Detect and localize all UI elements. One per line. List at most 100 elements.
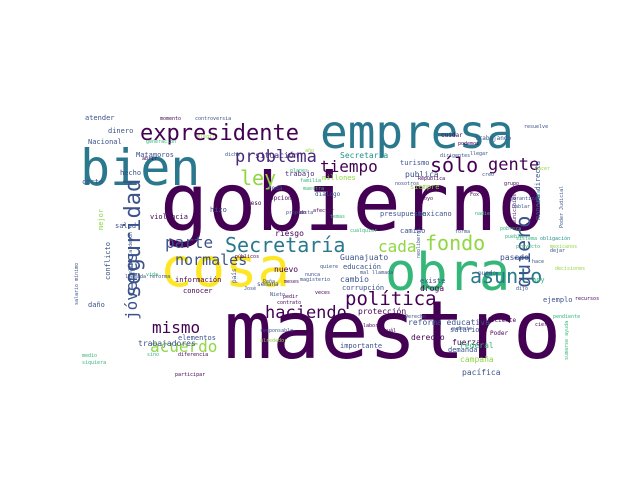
word: dijo (516, 286, 528, 292)
word: mismo (152, 318, 200, 337)
word: mal llamada (360, 270, 393, 276)
word: resuelve (524, 124, 548, 130)
word: seguridad (121, 179, 146, 298)
word: toda (268, 185, 283, 192)
word: puedo (478, 270, 496, 277)
word: trabajadores (138, 339, 196, 348)
word: contrato (277, 300, 301, 306)
word: peso (247, 200, 262, 207)
word: manera directa (534, 161, 542, 220)
word: mexicano (418, 210, 452, 218)
word: expresidente (140, 121, 299, 146)
word: fondo (425, 231, 485, 255)
word: hecho (120, 169, 141, 177)
word: existe (420, 277, 445, 285)
word: Peña (263, 279, 275, 285)
word: gobierno (160, 156, 545, 249)
word: veces (315, 290, 330, 296)
word: decisiones (555, 266, 585, 272)
word: demanda (448, 346, 478, 354)
word: quiere (320, 264, 338, 270)
word: daño (88, 301, 105, 309)
word: ley (240, 166, 276, 190)
word: haciendo (265, 303, 347, 323)
word: podemos (458, 141, 479, 147)
word: mexicanos (550, 244, 577, 250)
word: cosa (160, 236, 290, 299)
word: neoliberal (416, 228, 422, 258)
word: importante (340, 342, 382, 350)
word: sistema (516, 236, 537, 242)
word: elementos (178, 334, 216, 342)
word: bien (80, 139, 200, 197)
word: empresa (320, 105, 514, 159)
word: temas (330, 214, 345, 220)
word: garantizar (510, 196, 540, 202)
word: recursos (575, 296, 599, 302)
word: momento (160, 116, 181, 122)
word: aumento (451, 326, 472, 332)
word: derecho (411, 333, 445, 342)
word: dicho (225, 152, 240, 158)
word: cada (378, 237, 417, 256)
word: llegar (470, 151, 488, 157)
word: pasado (500, 253, 529, 262)
word: trabajo (285, 170, 315, 178)
word: Fox (470, 192, 479, 198)
word: ido (297, 210, 306, 216)
word: creo (482, 172, 494, 178)
word: atender (85, 114, 115, 122)
word: trabajando (475, 135, 512, 142)
word: Secretaría (225, 233, 345, 257)
word: salario (450, 326, 480, 334)
word: reforma educativa (408, 318, 490, 327)
word: quiero (511, 216, 535, 288)
word: participar (175, 372, 205, 378)
word: obligación (540, 235, 570, 242)
word: pedir (283, 294, 298, 300)
word: sumarse ayuda (564, 321, 570, 360)
word: Poder (490, 330, 508, 337)
word: municipios (512, 194, 518, 224)
word: pueblo (505, 234, 523, 240)
word: cambio (340, 275, 369, 284)
word: alrededor (260, 338, 287, 344)
word: información (175, 276, 221, 284)
word: siempre (410, 183, 440, 191)
word: hizo (210, 206, 227, 214)
word: cuidar (441, 132, 463, 139)
word: nunca (305, 272, 320, 278)
word: situación (255, 150, 299, 160)
word: Federal (460, 341, 494, 350)
word: apoyo (418, 196, 433, 202)
word: suficiente (480, 317, 517, 324)
word: propuesta (286, 210, 313, 216)
word: familia (300, 178, 321, 184)
word: responsable (260, 328, 293, 334)
word: Nacional (88, 138, 122, 146)
word: grupo (504, 181, 519, 187)
word: forma (455, 229, 470, 235)
word: carta (82, 178, 103, 186)
word: tiempo (320, 157, 378, 176)
word: controversia (195, 116, 231, 122)
word: año (305, 148, 314, 154)
word: nuevo (274, 265, 298, 274)
word: nadie (475, 211, 490, 217)
word: ejemplo (543, 296, 573, 304)
word: dinero (108, 127, 133, 135)
word: hacer (535, 166, 550, 172)
word: elegir (197, 134, 215, 140)
word: pendiente (553, 314, 580, 320)
word: gente (488, 155, 539, 175)
word: meses (284, 279, 299, 285)
word: proyecto (516, 244, 540, 250)
word: parte (165, 233, 213, 252)
word: campaña (460, 355, 494, 364)
word: sino (147, 352, 159, 358)
word: hace (532, 259, 544, 265)
word: sólo (430, 153, 478, 177)
word: problema (235, 147, 317, 167)
word: abrir (142, 156, 157, 162)
word: educación (343, 263, 381, 271)
